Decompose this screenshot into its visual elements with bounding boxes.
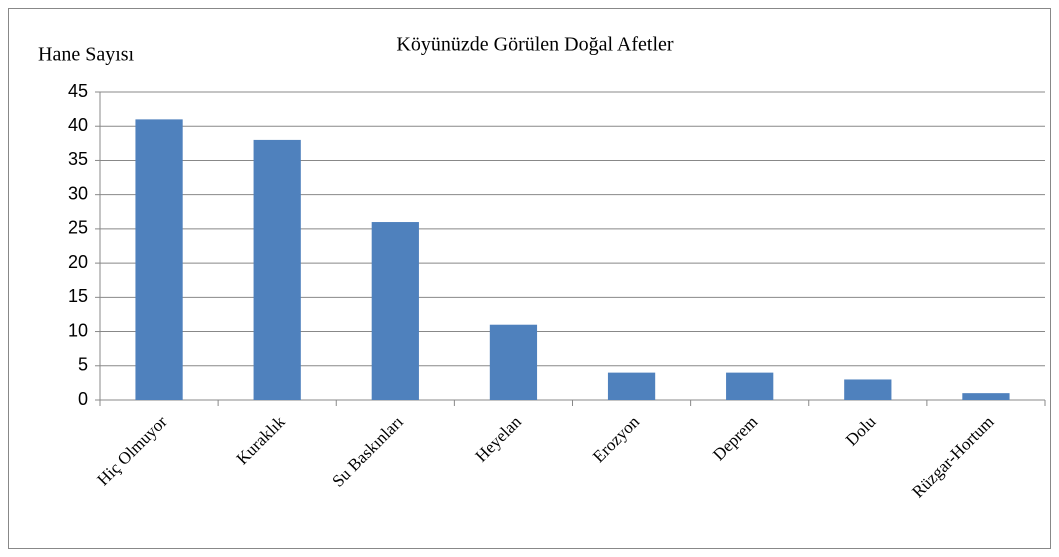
y-tick-label: 35: [68, 149, 88, 169]
bar: [962, 393, 1010, 400]
bar: [371, 222, 419, 400]
chart-title: Köyünüzde Görülen Doğal Afetler: [396, 34, 673, 56]
bar: [844, 379, 892, 400]
y-tick-label: 20: [68, 252, 88, 272]
y-tick-label: 15: [68, 286, 88, 306]
bar: [607, 372, 656, 400]
y-tick-label: 45: [68, 81, 88, 101]
y-tick-label: 10: [68, 320, 88, 340]
y-tick-label: 5: [78, 355, 88, 375]
bar: [253, 139, 301, 400]
y-tick-label: 0: [78, 389, 88, 409]
bar: [489, 324, 538, 400]
y-tick-label: 30: [68, 183, 88, 203]
y-tick-label: 25: [68, 218, 88, 238]
y-tick-label: 40: [68, 115, 88, 135]
y-axis-label: Hane Sayısı: [38, 44, 135, 66]
bar: [135, 119, 183, 400]
bar: [726, 372, 774, 400]
